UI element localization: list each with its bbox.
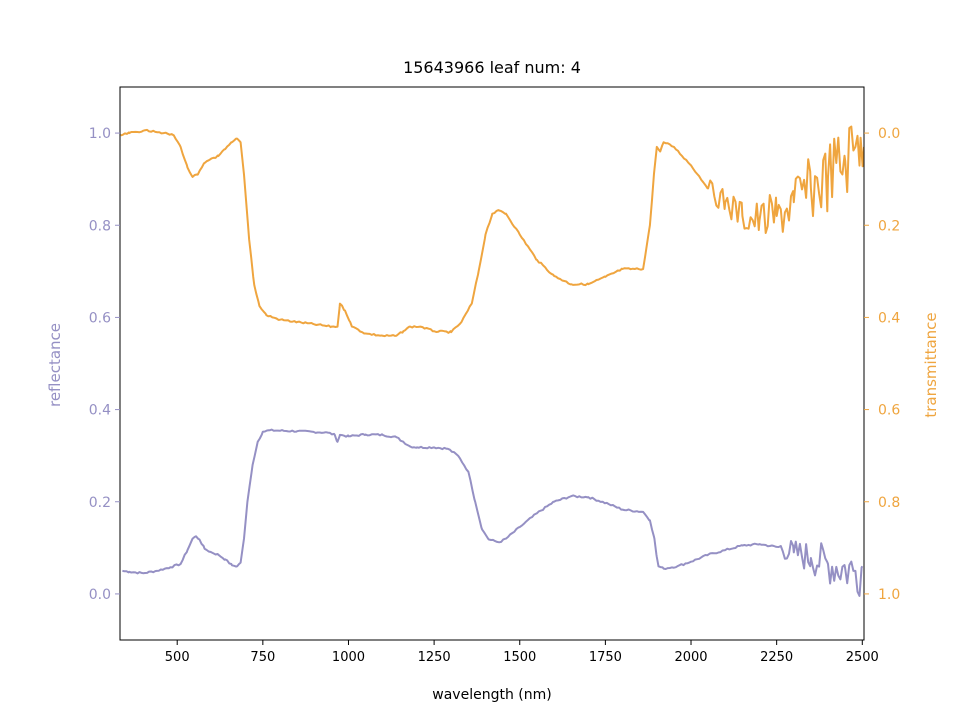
left-y-tick-label: 0.0 — [89, 587, 111, 603]
plot-frame — [119, 86, 865, 641]
right-y-tick-label: 0.6 — [878, 403, 900, 419]
x-tick-label: 2000 — [674, 650, 707, 665]
left-y-tick-label: 0.4 — [89, 403, 111, 419]
x-tick-label: 1750 — [589, 650, 622, 665]
x-tick-label: 1000 — [332, 650, 365, 665]
right-y-tick-label: 0.2 — [878, 218, 900, 234]
series-line-reflectance — [122, 428, 864, 597]
x-tick-label: 500 — [165, 650, 190, 665]
x-tick-label: 1500 — [503, 650, 536, 665]
right-y-tick-label: 0.8 — [878, 495, 900, 511]
x-tick-label: 2500 — [846, 650, 879, 665]
x-tick-label: 2250 — [760, 650, 793, 665]
left-y-axis: 0.0 0.2 0.4 0.6 0.8 1.0 — [89, 126, 120, 603]
x-axis: 500 750 1000 1250 1500 1750 2000 2250 2500 — [165, 640, 879, 665]
right-y-tick-label: 0.0 — [878, 126, 900, 142]
left-y-tick-label: 0.8 — [89, 218, 111, 234]
series-line-transmittance — [120, 125, 864, 338]
x-axis-label: wavelength (nm) — [432, 687, 551, 703]
chart-title: 15643966 leaf num: 4 — [403, 58, 581, 77]
right-y-axis: 0.0 0.2 0.4 0.6 0.8 1.0 — [864, 126, 900, 603]
left-y-tick-label: 0.6 — [89, 310, 111, 326]
x-tick-label: 1250 — [418, 650, 451, 665]
right-y-tick-label: 1.0 — [878, 587, 900, 603]
right-y-axis-label: transmittance — [922, 312, 940, 417]
x-tick-label: 750 — [250, 650, 275, 665]
right-y-tick-label: 0.4 — [878, 310, 900, 326]
left-y-tick-label: 0.2 — [89, 495, 111, 511]
left-y-axis-label: reflectance — [46, 323, 64, 407]
series-layer — [120, 125, 864, 597]
left-y-tick-label: 1.0 — [89, 126, 111, 142]
